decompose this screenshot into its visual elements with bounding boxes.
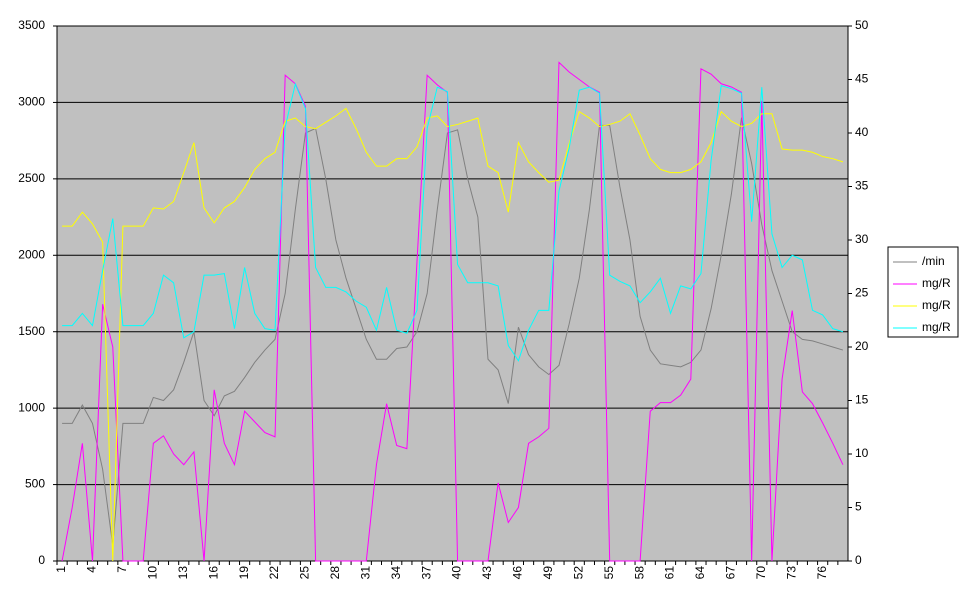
y2-tick-label: 20: [855, 339, 869, 353]
x-tick-label: 70: [754, 566, 768, 580]
y-tick-label: 0: [38, 553, 45, 567]
x-tick-label: 22: [267, 566, 281, 580]
series-line: [62, 117, 844, 546]
y2-tick-label: 10: [855, 446, 869, 460]
x-tick-label: 43: [480, 566, 494, 580]
y2-tick-label: 50: [855, 18, 869, 32]
y-tick-label: 2000: [18, 247, 45, 261]
legend-label: mg/R: [922, 320, 951, 334]
x-tick-label: 16: [206, 566, 220, 580]
legend-label: /min: [922, 254, 945, 268]
x-tick-label: 55: [602, 566, 616, 580]
x-tick-label: 76: [815, 566, 829, 580]
series-group: [61, 61, 844, 562]
x-tick-label: 19: [237, 566, 251, 580]
y-tick-label: 500: [25, 477, 45, 491]
x-tick-label: 52: [571, 566, 585, 580]
x-tick-label: 13: [176, 566, 190, 580]
y2-tick-label: 5: [855, 500, 862, 514]
x-tick-label: 49: [541, 566, 555, 580]
y2-tick-label: 15: [855, 393, 869, 407]
y2-tick-label: 35: [855, 179, 869, 193]
x-tick-label: 46: [511, 566, 525, 580]
x-tick-label: 64: [693, 566, 707, 580]
y2-tick-label: 45: [855, 72, 869, 86]
x-tick-label: 31: [358, 566, 372, 580]
legend-label: mg/R: [922, 276, 951, 290]
x-tick-label: 34: [389, 566, 403, 580]
x-tick-label: 25: [298, 566, 312, 580]
x-tick-label: 1: [54, 566, 68, 573]
x-tick-label: 67: [724, 566, 738, 580]
y-tick-label: 1000: [18, 400, 45, 414]
y-tick-label: 1500: [18, 324, 45, 338]
x-tick-label: 4: [85, 566, 99, 573]
x-tick-label: 37: [419, 566, 433, 580]
y-tick-label: 2500: [18, 171, 45, 185]
y-tick-label: 3500: [18, 18, 45, 32]
y2-tick-label: 25: [855, 286, 869, 300]
x-tick-label: 58: [632, 566, 646, 580]
x-tick-label: 61: [663, 566, 677, 580]
x-tick-label: 10: [146, 566, 160, 580]
legend-label: mg/R: [922, 298, 951, 312]
plot-area: [57, 26, 848, 561]
y2-tick-label: 0: [855, 553, 862, 567]
x-tick-label: 28: [328, 566, 342, 580]
x-tick-label: 73: [784, 566, 798, 580]
series-line: [62, 107, 844, 562]
series-line: [61, 61, 844, 562]
x-tick-label: 7: [115, 566, 129, 573]
y2-tick-label: 30: [855, 232, 869, 246]
y-tick-label: 3000: [18, 95, 45, 109]
series-line: [62, 82, 844, 362]
y2-tick-label: 40: [855, 125, 869, 139]
x-tick-label: 40: [450, 566, 464, 580]
